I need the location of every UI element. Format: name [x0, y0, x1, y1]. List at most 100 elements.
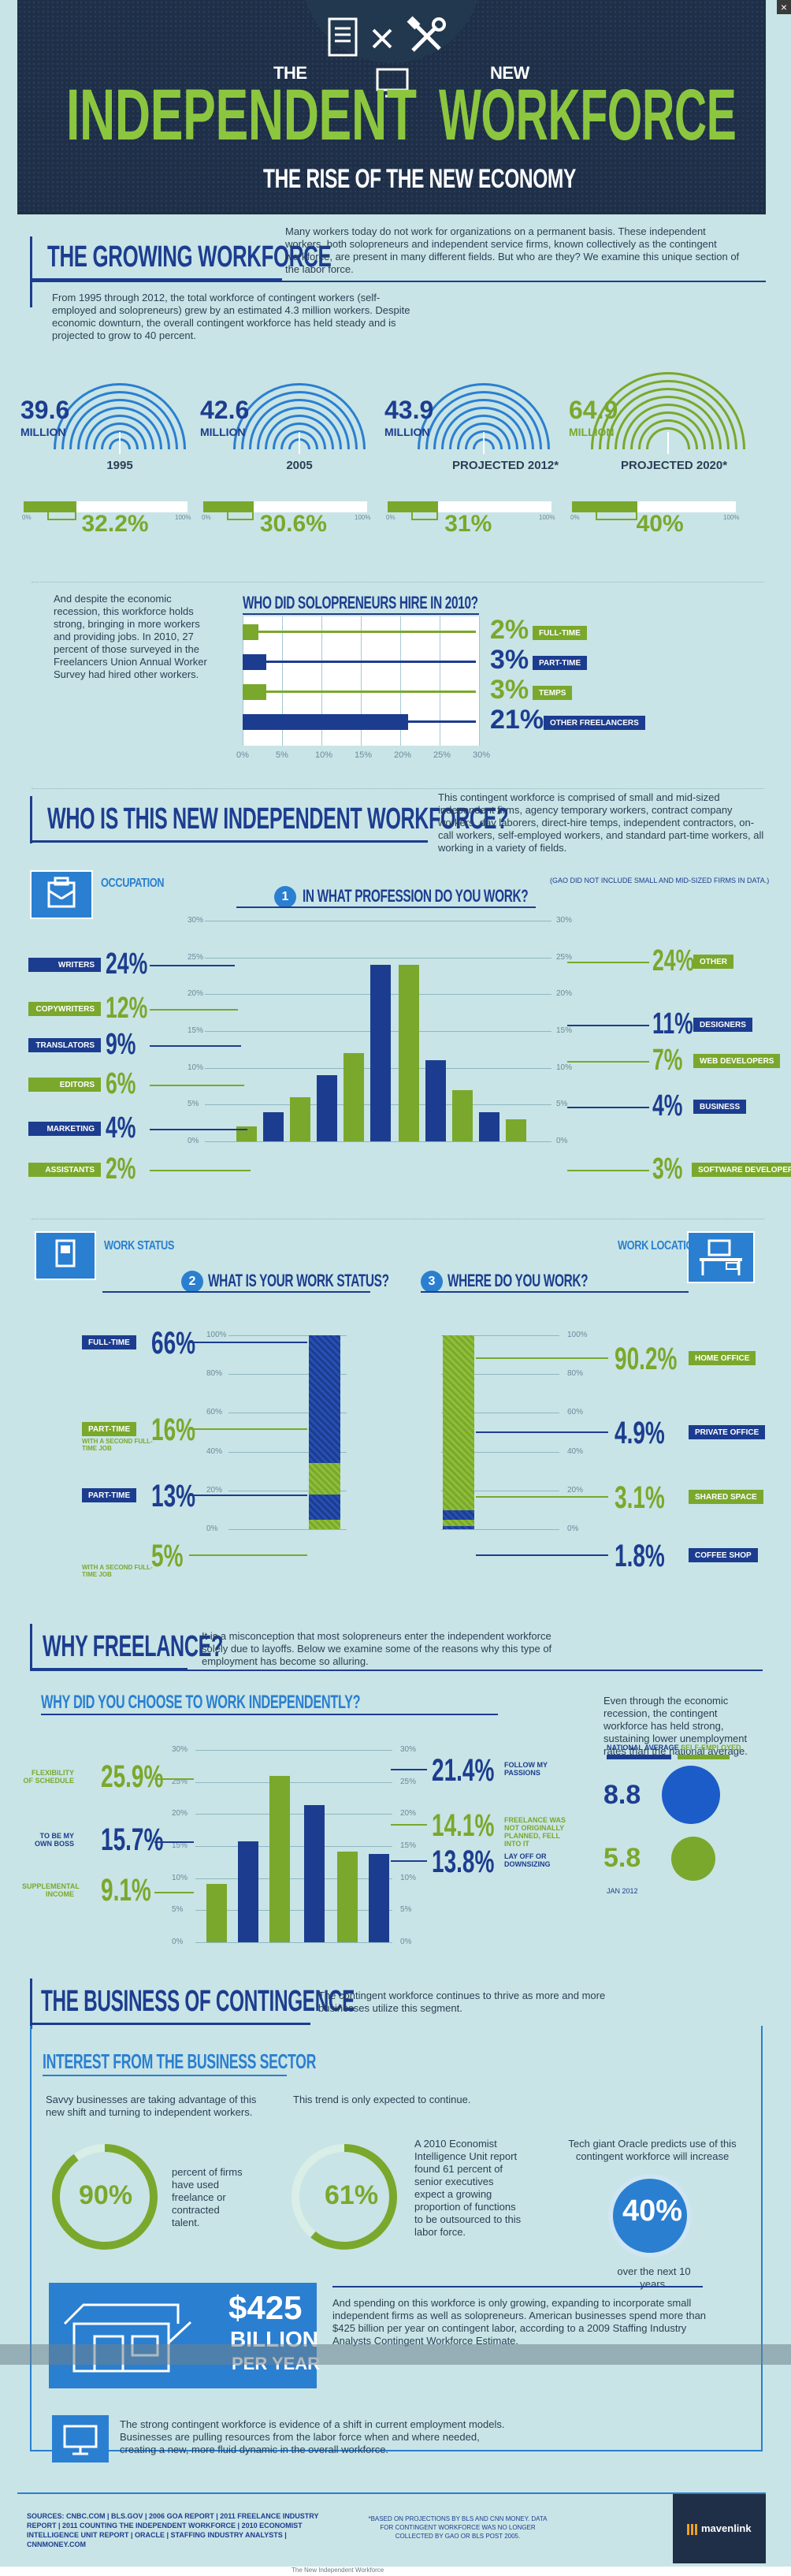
loc-grid [441, 1529, 559, 1530]
hire-pct: 3% [490, 645, 529, 675]
occ-leader [150, 1045, 241, 1047]
continue-text: This trend is only expected to continue. [293, 2094, 471, 2105]
loc-tag: COFFEE SHOP [689, 1548, 758, 1562]
loc-tag: PRIVATE OFFICE [689, 1425, 766, 1439]
occ-leader [150, 965, 235, 966]
occ-tag: WRITERS [28, 958, 101, 972]
status-tick: 60% [206, 1408, 223, 1417]
why-label: FREELANCE WAS NOT ORIGINALLY PLANNED, FE… [504, 1816, 566, 1848]
occ-tag: SOFTWARE DEVELOPERS [692, 1163, 791, 1177]
why-tick-right: 25% [400, 1777, 417, 1786]
hire-tag: OTHER FREELANCERS [544, 716, 645, 730]
share-pct: 40% [636, 511, 684, 537]
occ-bar [317, 1075, 337, 1141]
hire-pct: 2% [490, 615, 529, 645]
occ-leader [150, 1170, 251, 1171]
occ-leader [150, 1085, 244, 1086]
why-tick-left: 15% [172, 1841, 188, 1850]
occ-pct: 12% [106, 992, 148, 1025]
status-question-rule [102, 1291, 370, 1293]
hire-pct: 21% [490, 705, 544, 735]
status-pct: 16% [151, 1413, 196, 1447]
business-title: THE BUSINESS OF CONTINGENCE [41, 1985, 355, 2018]
times-icon [372, 28, 392, 49]
status-tick: 80% [206, 1369, 223, 1379]
share-bar-max: 100% [355, 514, 371, 521]
why-tick-right: 20% [400, 1809, 417, 1818]
growing-title-rule [30, 278, 282, 281]
occ-leader [567, 1025, 649, 1026]
occ-bar [425, 1060, 446, 1141]
hire-gridline [479, 616, 480, 746]
status-grid [228, 1529, 347, 1530]
occ-leader [567, 1061, 649, 1063]
share-bar-max: 100% [175, 514, 191, 521]
occ-tick-left: 25% [188, 952, 204, 962]
occ-tick-right: 20% [556, 989, 573, 999]
occ-bar [399, 965, 419, 1141]
loc-tick: 40% [567, 1446, 584, 1456]
loc-pct: 1.8% [615, 1539, 665, 1573]
header-the: THE [273, 63, 307, 83]
unemp-self-value: 5.8 [603, 1843, 641, 1873]
separator-2 [32, 788, 764, 789]
hire-text: And despite the economic recession, this… [54, 593, 207, 680]
loc-leader [476, 1431, 608, 1433]
loc-leader [476, 1554, 608, 1556]
why-grid [195, 1910, 392, 1912]
occ-tick-left: 5% [188, 1100, 199, 1109]
status-icon [35, 1231, 96, 1280]
why-label: LAY OFF OR DOWNSIZING [504, 1852, 551, 1868]
separator-1 [32, 582, 764, 583]
occ-tag: OTHER [693, 955, 733, 969]
tools-icon [407, 16, 446, 52]
brand-name: mavenlink [701, 2522, 752, 2534]
share-bracket [411, 512, 439, 520]
status-grid [228, 1451, 347, 1453]
unemp-legend-self: SELF-EMPLOYED [681, 1744, 741, 1751]
why-leader [391, 1769, 427, 1770]
status-leader [189, 1428, 307, 1430]
occ-tag: DESIGNERS [693, 1018, 752, 1032]
close-icon[interactable]: × [777, 0, 791, 14]
share-bar-fill [203, 501, 254, 512]
footer [17, 2492, 766, 2563]
occ-leader [567, 962, 649, 963]
occ-tag: BUSINESS [693, 1100, 747, 1114]
why-bar [337, 1852, 358, 1942]
occupation-label: OCCUPATION [101, 877, 165, 890]
status-leader [189, 1342, 307, 1343]
loc-tick: 80% [567, 1369, 584, 1379]
loc-tick: 60% [567, 1408, 584, 1417]
loc-leader [476, 1496, 608, 1498]
growing-body: From 1995 through 2012, the total workfo… [52, 292, 410, 341]
why-pct: 25.9% [101, 1759, 164, 1794]
year-label: PROJECTED 2012* [452, 459, 559, 472]
monitor-icon [376, 68, 409, 98]
occ-tag: TRANSLATORS [28, 1038, 101, 1052]
hire-bar [243, 654, 266, 670]
occ-tick-right: 30% [556, 916, 573, 925]
occ-tag: EDITORS [28, 1078, 101, 1092]
year-stem [299, 432, 300, 454]
status-num-circle: 2 [181, 1271, 203, 1293]
savvy-text: Savvy businesses are taking advantage of… [46, 2094, 257, 2118]
why-leader [154, 1841, 194, 1843]
status-segment [309, 1335, 340, 1464]
occ-tick-right: 0% [556, 1137, 568, 1145]
loc-leader [476, 1357, 608, 1359]
share-bar-min: 0% [570, 514, 580, 521]
why-pct: 15.7% [101, 1822, 164, 1857]
why-tick-left: 5% [172, 1905, 184, 1915]
hire-tag: FULL-TIME [533, 626, 587, 640]
hire-tick: 5% [276, 750, 288, 760]
year-value: 39.6 [20, 396, 70, 424]
hire-gridline [361, 616, 362, 746]
status-tick: 20% [206, 1485, 223, 1495]
why-bar [206, 1883, 227, 1942]
status-leader [189, 1495, 307, 1496]
freelance-rule2 [30, 1670, 763, 1671]
occ-tick-left: 20% [188, 989, 204, 999]
why-bar [269, 1776, 290, 1942]
ring-90 [52, 2144, 158, 2250]
